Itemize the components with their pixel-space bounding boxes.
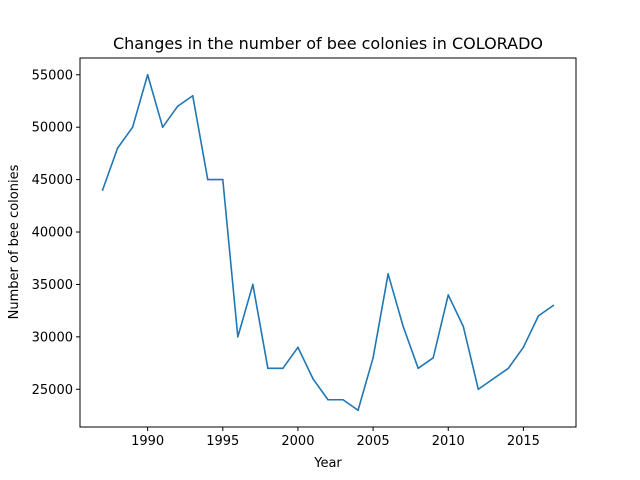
data-point	[462, 325, 465, 328]
data-point	[357, 409, 359, 412]
data-point	[447, 294, 450, 296]
y-tick-label: 45000	[32, 173, 73, 188]
data-point	[552, 304, 555, 307]
data-point	[297, 346, 299, 349]
x-axis: 1990 1995 2000 2005 2010 2015	[131, 427, 540, 449]
x-tick-label: 1995	[206, 434, 239, 449]
y-axis: 25000 30000 35000 40000 45000 50000 55000	[32, 68, 80, 398]
data-point	[417, 367, 419, 370]
data-point	[432, 357, 435, 359]
data-point	[522, 346, 525, 349]
y-tick-label: 25000	[32, 383, 73, 398]
x-tick-label: 2010	[432, 434, 465, 449]
y-tick-label: 40000	[32, 226, 73, 241]
data-point	[252, 283, 254, 286]
data-point	[101, 189, 104, 191]
data-point	[176, 105, 179, 108]
data-point	[116, 147, 119, 149]
plot-area	[101, 73, 555, 412]
data-point	[312, 377, 314, 380]
data-point	[282, 367, 284, 370]
data-point	[267, 367, 269, 370]
data-point	[221, 178, 224, 181]
y-tick-label: 30000	[32, 330, 73, 345]
data-point	[191, 94, 194, 97]
x-axis-label: Year	[313, 456, 342, 471]
data-point	[131, 126, 134, 128]
x-tick-label: 2005	[357, 434, 390, 449]
data-point	[477, 388, 480, 391]
data-point	[402, 325, 404, 328]
data-point	[161, 126, 164, 128]
data-point	[237, 336, 239, 338]
data-point	[372, 357, 374, 359]
data-point	[492, 377, 495, 380]
data-point	[537, 315, 540, 317]
y-tick-label: 35000	[32, 278, 73, 293]
axes-frame	[79, 57, 577, 428]
data-point	[146, 73, 149, 76]
data-point	[507, 367, 510, 370]
x-tick-label: 1990	[131, 434, 164, 449]
y-tick-label: 55000	[32, 68, 73, 83]
data-point	[387, 273, 389, 275]
x-tick-label: 2015	[507, 434, 540, 449]
chart-title: Changes in the number of bee colonies in…	[113, 34, 543, 53]
x-tick-label: 2000	[281, 434, 314, 449]
data-point	[342, 398, 344, 401]
y-tick-label: 50000	[32, 121, 73, 136]
data-point	[206, 178, 209, 181]
data-point	[327, 398, 329, 401]
y-axis-label: Number of bee colonies	[7, 164, 22, 319]
